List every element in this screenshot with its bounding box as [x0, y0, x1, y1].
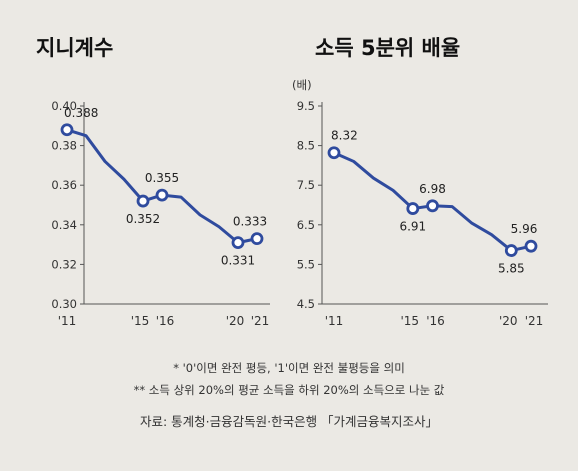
- quintile-y-tick-label: 7.5: [297, 178, 315, 192]
- quintile-data-label: 5.96: [511, 222, 538, 236]
- gini-point-marker: [60, 123, 74, 137]
- gini-data-label: 0.352: [126, 212, 160, 226]
- quintile-title: 소득 5분위 배율: [315, 36, 460, 60]
- gini-y-tick-label: 0.40: [51, 99, 77, 113]
- quintile-x-tick-label: '11: [325, 314, 344, 328]
- gini-y-tick-label: 0.30: [51, 297, 77, 311]
- quintile-x-tick-label: '16: [426, 314, 445, 328]
- gini-y-tick-label: 0.36: [51, 178, 77, 192]
- quintile-data-label: 5.85: [498, 262, 525, 276]
- quintile-point-marker: [504, 244, 518, 257]
- gini-x-tick-label: '21: [251, 314, 270, 328]
- quintile-y-tick-label: 9.5: [297, 99, 315, 113]
- quintile-point-marker: [426, 199, 439, 213]
- gini-y-tick-label: 0.32: [51, 257, 77, 271]
- footnote-2: ** 소득 상위 20%의 평균 소득을 하위 20%의 소득으로 나눈 값: [133, 383, 445, 397]
- gini-y-tick-label: 0.34: [51, 218, 77, 232]
- quintile-x-tick-label: '21: [525, 314, 544, 328]
- gini-x-tick-label: '15: [131, 314, 150, 328]
- gini-point-marker: [250, 232, 264, 246]
- quintile-y-tick-label: 5.5: [297, 257, 315, 271]
- quintile-x-tick-label: '15: [401, 314, 420, 328]
- quintile-ratio-chart-panel: 소득 5분위 배율 (배) 9.5 8.5 7.5 6.5 5.5 4.5 '11 '15 '16 '…: [292, 36, 548, 328]
- source-note: 자료: 통계청·금융감독원·한국은행 「가계금융복지조사」: [139, 414, 439, 429]
- gini-series-line: [65, 128, 259, 245]
- gini-point-marker: [155, 188, 169, 202]
- quintile-point-marker: [327, 146, 341, 160]
- gini-x-tick-label: '11: [58, 314, 77, 328]
- quintile-point-marker: [406, 202, 420, 215]
- gini-title: 지니계수: [36, 36, 113, 60]
- quintile-y-tick-label: 8.5: [297, 139, 315, 153]
- gini-data-label: 0.355: [145, 171, 179, 185]
- gini-point-marker: [136, 194, 150, 208]
- gini-chart-panel: 지니계수 0.40 0.38 0.36 0.34 0.32 0.30 '11 '15 '16 '20…: [36, 36, 270, 328]
- gini-x-tick-label: '20: [226, 314, 245, 328]
- quintile-data-label: 8.32: [331, 129, 358, 143]
- footnote-1: * '0'이면 완전 평등, '1'이면 완전 불평등을 의미: [173, 361, 405, 375]
- quintile-y-tick-label: 6.5: [297, 218, 315, 232]
- gini-x-tick-label: '16: [156, 314, 175, 328]
- gini-y-tick-label: 0.38: [51, 139, 77, 153]
- gini-data-label: 0.333: [233, 215, 267, 229]
- gini-point-marker: [231, 236, 245, 250]
- quintile-unit-label: (배): [292, 78, 312, 92]
- quintile-point-marker: [524, 239, 538, 253]
- quintile-data-label: 6.98: [419, 182, 446, 196]
- quintile-data-label: 6.91: [399, 220, 426, 234]
- gini-data-label: 0.331: [221, 254, 255, 268]
- quintile-y-tick-label: 4.5: [297, 297, 315, 311]
- gini-data-label: 0.388: [64, 106, 98, 120]
- quintile-x-tick-label: '20: [499, 314, 518, 328]
